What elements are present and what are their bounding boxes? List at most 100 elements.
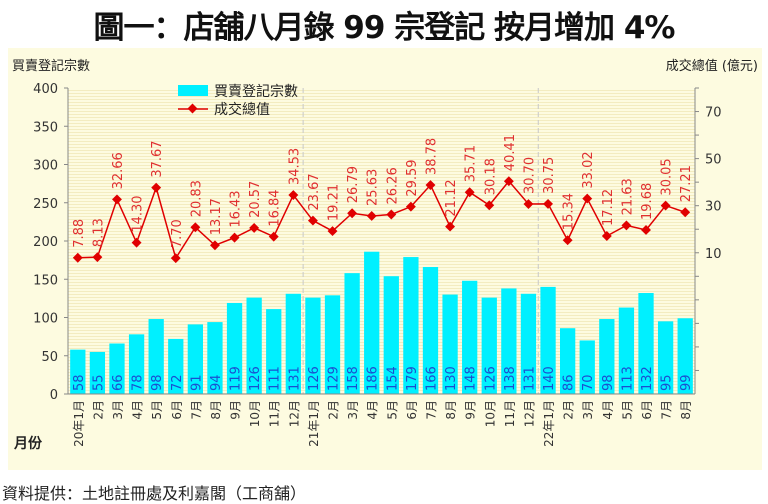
line-point [405,201,416,212]
line-value-label: 35.71 [464,145,479,182]
right-tick-label: 10 [705,247,722,262]
line-value-label: 13.17 [209,198,224,235]
x-tick-label: 11月 [268,400,282,427]
legend: 買賣登記宗數 成交總值 [178,83,298,118]
line-value-label: 38.78 [424,138,439,175]
bar-value-label: 78 [131,374,146,391]
line-point [503,176,514,187]
x-tick-label: 5月 [150,400,164,420]
bar-value-label: 129 [327,366,342,391]
line-value-label: 32.66 [111,152,126,189]
bar-value-label: 126 [483,366,498,391]
x-tick-label: 2月 [327,400,341,420]
line-point [268,231,279,242]
x-tick-label: 3月 [111,400,125,420]
line-point [190,222,201,233]
x-tick-label: 8月 [679,400,693,420]
x-tick-label: 3月 [581,400,595,420]
bar [618,307,635,394]
bar [89,351,106,394]
line-value-label: 14.30 [131,195,146,232]
bar [403,257,419,394]
left-tick-label: 300 [33,159,58,174]
line-value-label: 30.05 [660,158,675,195]
bar-value-label: 130 [444,366,459,391]
x-tick-label: 11月 [503,400,517,427]
line-value-label: 16.84 [268,189,283,226]
bar [657,321,674,394]
bar-value-label: 86 [562,374,577,391]
x-tick-label: 2月 [91,400,105,420]
line-point [72,252,83,263]
bar-value-label: 94 [209,374,224,391]
x-tick-label: 6月 [405,400,419,420]
line-value-label: 21.63 [620,178,635,215]
line-value-label: 27.21 [679,165,694,202]
bar [481,297,497,394]
bar [187,324,204,394]
bar [599,319,615,394]
bar [442,294,458,394]
bar-value-label: 186 [366,366,381,391]
line-point [464,187,475,198]
x-axis-label: 月份 [13,435,43,452]
left-tick-label: 150 [33,273,58,288]
bar-value-label: 132 [640,366,655,391]
line-point [327,226,338,237]
line-point [131,237,142,248]
bar-value-label: 154 [385,366,400,391]
x-tick-label: 22年1月 [542,400,556,447]
bar-value-label: 58 [72,374,87,391]
bar [109,343,125,394]
x-tick-label: 8月 [209,400,223,420]
bar-value-label: 55 [91,374,106,391]
bar-value-label: 70 [581,374,596,391]
line-point [347,208,358,219]
line-value-label: 26.79 [346,166,361,203]
line-point [210,240,220,251]
line-point [562,235,573,246]
left-tick-label: 0 [50,388,58,403]
left-tick-label: 250 [33,197,58,212]
x-tick-label: 20年1月 [72,400,86,447]
bar [285,293,301,394]
line-point [170,253,181,264]
x-tick-label: 2月 [562,400,576,420]
line-value-label: 40.41 [503,134,518,171]
line-point [249,222,260,233]
left-tick-label: 350 [33,120,58,135]
bar [344,273,360,394]
bar-value-label: 140 [542,366,557,391]
bar-value-label: 138 [503,366,518,391]
x-tick-label: 3月 [346,400,360,420]
bar-value-label: 111 [268,366,283,391]
line-value-label: 20.57 [248,181,263,218]
bar [520,293,537,394]
line-point [523,199,534,209]
line-point [680,207,691,218]
bar-value-label: 91 [189,374,204,391]
bar-value-label: 113 [620,366,635,391]
line-value-label: 19.21 [327,184,342,221]
bar-value-label: 119 [229,366,244,391]
source-note: 資料提供：土地註冊處及利嘉閣（工商舖） [2,484,307,503]
line-point [660,200,671,211]
x-tick-label: 6月 [640,400,654,420]
line-value-label: 17.12 [601,189,616,226]
line-value-label: 30.70 [522,157,537,194]
bar-value-label: 98 [150,374,165,391]
bar [207,322,223,394]
bar-value-label: 131 [522,366,537,391]
line-point [543,198,553,209]
bar [128,334,145,394]
line-value-label: 26.26 [385,167,400,204]
line-point [601,231,612,241]
line-value-label: 8.13 [91,218,106,247]
x-tick-label: 5月 [385,400,399,420]
right-tick-label: 30 [705,200,722,215]
x-tick-label: 21年1月 [307,400,321,447]
line-point [229,232,240,243]
line-point [386,209,397,220]
line-value-label: 34.53 [287,148,302,185]
bar [70,349,86,394]
